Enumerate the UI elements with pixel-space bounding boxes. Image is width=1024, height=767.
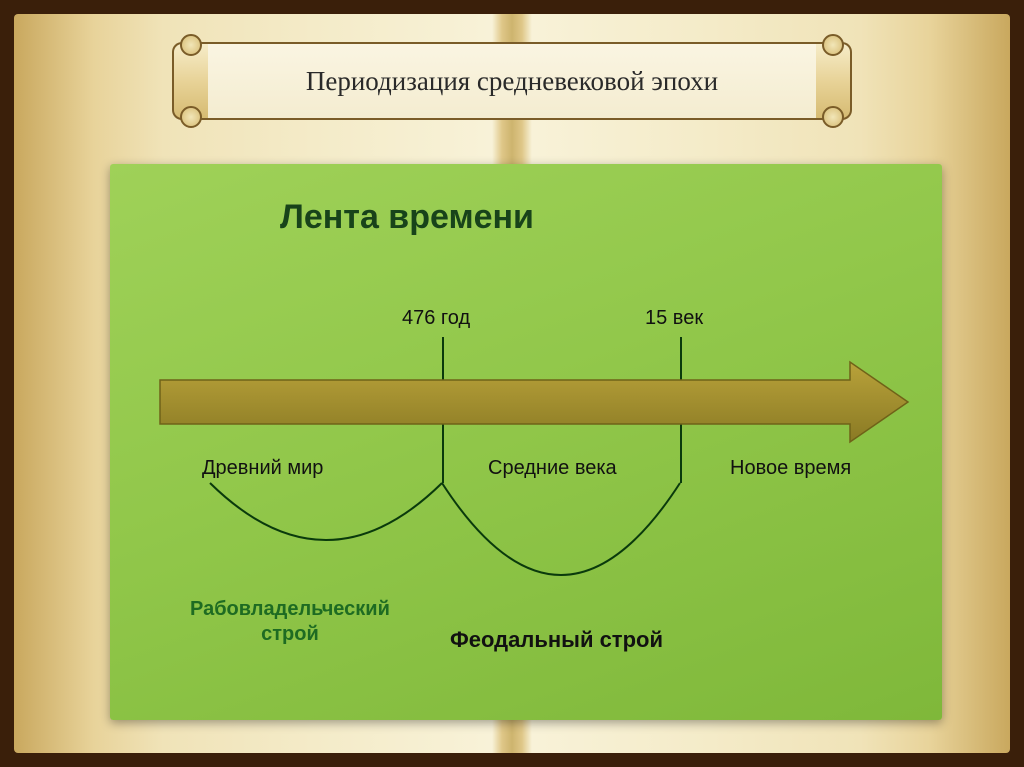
- presentation-frame: Периодизация средневековой эпохи Лента в…: [0, 0, 1024, 767]
- timeline-area: 476 год 15 век Древний мир: [150, 307, 902, 687]
- system-feudal-label: Феодальный строй: [450, 627, 663, 653]
- parchment-background: Периодизация средневековой эпохи Лента в…: [14, 14, 1010, 753]
- timeline-diagram: Лента времени 476 год 15 век: [110, 164, 942, 720]
- scroll-left-icon: [172, 42, 208, 120]
- slide-title: Периодизация средневековой эпохи: [208, 42, 816, 120]
- tick-label-476: 476 год: [402, 307, 470, 330]
- scroll-right-icon: [816, 42, 852, 120]
- system-slave-text: Рабовладельческийстрой: [190, 598, 390, 645]
- title-scroll-banner: Периодизация средневековой эпохи: [172, 42, 852, 120]
- timeline-arrow-icon: [150, 357, 910, 447]
- tick-label-15c: 15 век: [645, 307, 703, 330]
- diagram-heading: Лента времени: [280, 198, 902, 237]
- system-slave-label: Рабовладельческийстрой: [190, 597, 390, 647]
